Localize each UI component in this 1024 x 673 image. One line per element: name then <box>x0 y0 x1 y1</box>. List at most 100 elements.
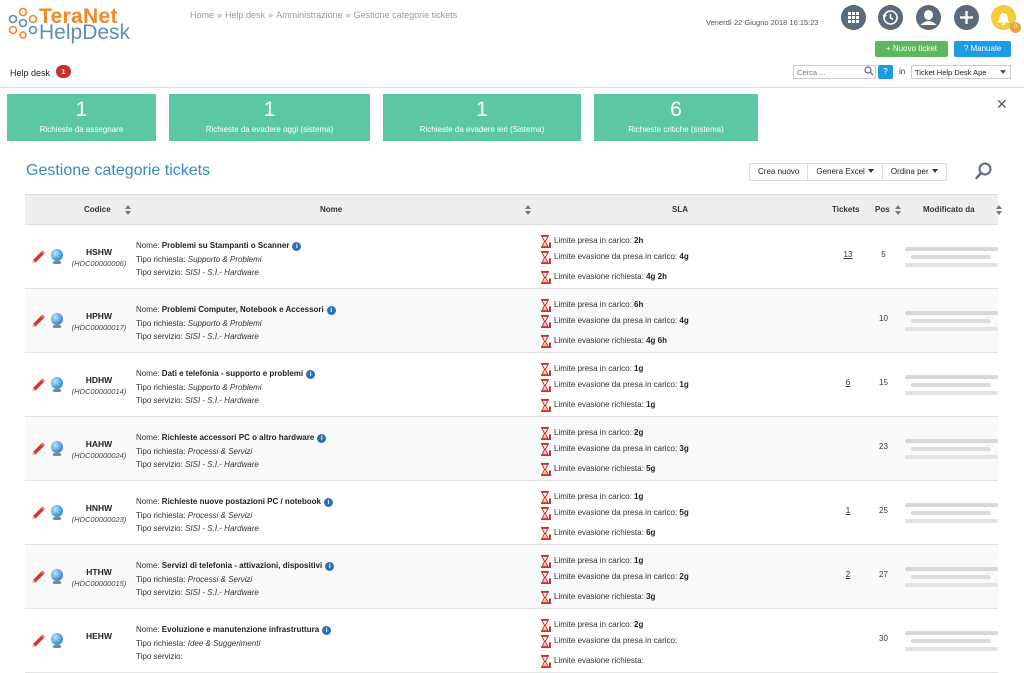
col-tickets[interactable]: Tickets <box>832 205 860 214</box>
sla-after-value: 1g <box>679 380 689 389</box>
search-icon[interactable] <box>864 66 874 76</box>
manual-button[interactable]: ? Manuale <box>954 41 1011 57</box>
request-type: Supporto & Problemi <box>187 318 262 328</box>
sort-icon[interactable] <box>996 205 1002 215</box>
edit-icon[interactable] <box>31 506 45 519</box>
category-info: Nome: Problemi Computer, Notebook e Acce… <box>136 303 336 344</box>
name-label: Nome: <box>136 241 160 250</box>
edit-icon[interactable] <box>31 634 45 647</box>
globe-icon[interactable] <box>51 441 63 453</box>
globe-icon[interactable] <box>51 569 63 581</box>
code-value: HDHW <box>85 375 113 385</box>
globe-icon[interactable] <box>51 633 63 645</box>
table-row[interactable]: HSHW (HDC00000006) Nome: Problemi su Sta… <box>25 225 998 289</box>
request-type: Supporto & Problemi <box>187 382 262 392</box>
close-icon[interactable]: ✕ <box>996 96 1008 112</box>
service-label: Tipo servizio: <box>136 460 183 470</box>
user-icon[interactable] <box>916 5 941 30</box>
sla-after-line: Limite evasione da presa in carico: 4g <box>540 313 689 329</box>
grid-icon[interactable] <box>841 5 866 30</box>
kpi-due-yesterday[interactable]: 1 Richieste da evadere ieri (Sistema) <box>383 94 581 141</box>
chevron-down-icon <box>931 169 938 173</box>
info-icon[interactable]: i <box>325 562 335 571</box>
name-line: Nome: Richieste nuove postazioni PC / no… <box>136 495 333 509</box>
globe-icon[interactable] <box>51 505 63 517</box>
table-row[interactable]: HAHW (HDC00000024) Nome: Richieste acces… <box>25 417 998 481</box>
sla-after-label: Limite evasione da presa in carico: <box>554 316 678 325</box>
type-line: Tipo richiesta: Processi & Servizi <box>136 573 334 587</box>
modified-by-blurred <box>905 503 998 507</box>
edit-icon[interactable] <box>31 442 45 455</box>
search-input[interactable] <box>793 65 876 79</box>
breadcrumb-home[interactable]: Home <box>190 10 215 20</box>
category-info: Nome: Richieste nuove postazioni PC / no… <box>136 495 333 536</box>
header: TeraNet HelpDesk Home» Help desk» Amminist… <box>0 0 1024 88</box>
type-line: Tipo richiesta: Supporto & Problemi <box>136 317 336 331</box>
col-code[interactable]: Codice <box>84 205 111 214</box>
position-value: 25 <box>879 506 888 515</box>
history-icon[interactable] <box>878 5 903 30</box>
generate-excel-button[interactable]: Genera Excel <box>808 164 883 180</box>
edit-icon[interactable] <box>31 378 45 391</box>
col-sla[interactable]: SLA <box>672 205 688 214</box>
tickets-count-link[interactable]: 6 <box>845 378 851 387</box>
sla-take-value: 1g <box>634 556 644 565</box>
order-by-button[interactable]: Ordina per <box>883 164 946 180</box>
kpi-due-today[interactable]: 1 Richieste da evadere oggi (sistema) <box>169 94 370 141</box>
notification-count-badge: 0 <box>1010 22 1021 33</box>
table-row[interactable]: HTHW (HDC00000015) Nome: Servizi di tele… <box>25 545 998 609</box>
modified-by-blurred <box>905 247 998 251</box>
type-line: Tipo richiesta: Processi & Servizi <box>136 509 333 523</box>
globe-icon[interactable] <box>51 313 63 325</box>
search-help-button[interactable]: ? <box>878 65 893 79</box>
search-icon[interactable] <box>975 162 993 180</box>
table-row[interactable]: HPHW (HDC00000017) Nome: Problemi Comput… <box>25 289 998 353</box>
kpi-to-assign[interactable]: 1 Richieste da assegnare <box>7 94 156 141</box>
tickets-count-link[interactable]: 2 <box>845 570 851 579</box>
col-pos[interactable]: Pos <box>875 205 890 214</box>
hourglass-icon <box>541 635 551 648</box>
category-info: Nome: Evoluzione e manutenzione infrastr… <box>136 623 332 664</box>
table-row[interactable]: HEHW Nome: Evoluzione e manutenzione inf… <box>25 609 998 673</box>
hourglass-icon <box>541 491 551 504</box>
info-icon[interactable]: i <box>322 626 332 635</box>
info-icon[interactable]: i <box>323 498 333 507</box>
table-row[interactable]: HDHW (HDC00000014) Nome: Dati e telefoni… <box>25 353 998 417</box>
globe-icon[interactable] <box>51 249 63 261</box>
sort-icon[interactable] <box>125 205 131 215</box>
create-new-button[interactable]: Crea nuovo <box>750 164 809 180</box>
helpdesk-tab[interactable]: Help desk <box>10 68 51 78</box>
col-modified[interactable]: Modificato da <box>923 205 975 214</box>
name-label: Nome: <box>136 561 160 570</box>
edit-icon[interactable] <box>31 250 45 263</box>
info-icon[interactable]: i <box>317 434 327 443</box>
category-name: Problemi su Stampanti o Scanner <box>161 241 290 250</box>
sla-total-value: 5g <box>646 464 656 473</box>
tickets-count-link[interactable]: 13 <box>843 250 853 259</box>
sla-take-label: Limite presa in carico: <box>554 492 632 501</box>
logo[interactable]: TeraNet HelpDesk <box>7 5 147 44</box>
globe-icon[interactable] <box>51 377 63 389</box>
logo-dots-icon <box>8 7 38 39</box>
edit-icon[interactable] <box>31 314 45 327</box>
kpi-critical[interactable]: 6 Richieste critiche (sistema) <box>594 94 758 141</box>
type-line: Tipo richiesta: Supporto & Problemi <box>136 253 301 267</box>
info-icon[interactable]: i <box>292 242 302 251</box>
edit-icon[interactable] <box>31 570 45 583</box>
tickets-count-link[interactable]: 1 <box>845 506 851 515</box>
category-code: HNHW (HDC00000023) <box>67 503 131 524</box>
sla-total-value: 3g <box>646 592 656 601</box>
info-icon[interactable]: i <box>306 370 316 379</box>
sort-icon[interactable] <box>895 205 901 215</box>
sort-icon[interactable] <box>525 205 531 215</box>
table-row[interactable]: HNHW (HDC00000023) Nome: Richieste nuove… <box>25 481 998 545</box>
add-icon[interactable] <box>954 5 979 30</box>
search-scope-select[interactable]: Ticket Help Desk Ape <box>911 65 1011 79</box>
info-icon[interactable]: i <box>326 306 336 315</box>
breadcrumb-admin[interactable]: Amministrazione <box>276 10 343 20</box>
breadcrumb-helpdesk[interactable]: Help desk <box>225 10 266 20</box>
new-ticket-button[interactable]: + Nuovo ticket <box>875 41 948 57</box>
category-name: Richieste nuove postazioni PC / notebook <box>161 497 321 506</box>
hourglass-icon <box>541 379 551 392</box>
col-name[interactable]: Nome <box>320 205 343 214</box>
